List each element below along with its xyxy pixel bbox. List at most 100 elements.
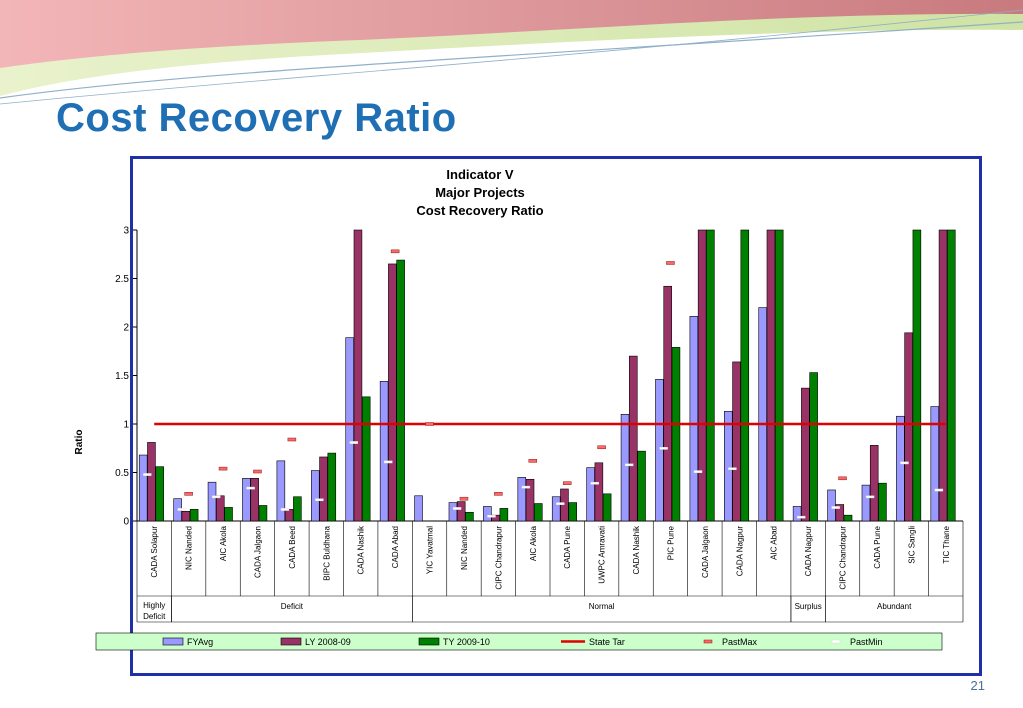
bar-ty-2009-10 [465, 511, 474, 522]
bar-fyavg [345, 337, 354, 522]
y-axis-label: Ratio [74, 430, 85, 455]
legend-label: FYAvg [187, 637, 213, 647]
pastmin-marker [728, 467, 737, 471]
bar-ty-2009-10 [224, 507, 233, 522]
bar-fyavg [586, 467, 595, 522]
bar-fyavg [242, 478, 251, 522]
bar-ty-2009-10 [258, 505, 268, 522]
bar-ly-2008-09 [663, 285, 672, 522]
legend-swatch [280, 637, 302, 646]
bar-ly-2008-09 [594, 462, 604, 522]
pastmin-marker [797, 515, 806, 519]
bar-ty-2009-10 [327, 452, 337, 522]
category-label: CADA Pune [563, 525, 572, 568]
category-label: CADA Nashik [357, 525, 366, 574]
category-label: CIPC Chandrapur [494, 526, 503, 590]
bar-fyavg [311, 470, 320, 522]
category-label: BIPC Buldhana [322, 525, 331, 580]
category-label: CADA Jalgaon [701, 526, 710, 578]
legend-swatch [418, 637, 440, 646]
group-label: Abundant [877, 602, 912, 611]
category-label: SIC Sangli [907, 526, 916, 564]
chart-title-line-1: Indicator V [446, 167, 514, 182]
bar-ly-2008-09 [181, 510, 191, 522]
bar-ly-2008-09 [388, 263, 397, 522]
bar-fyavg [861, 484, 871, 522]
bar-fyavg [276, 460, 286, 522]
chart-title: Indicator V Major Projects Cost Recovery… [416, 167, 543, 218]
pastmin-marker [384, 460, 393, 464]
bar-fyavg [138, 454, 148, 522]
group-label: Surplus [795, 602, 822, 611]
bar-fyavg [792, 506, 802, 522]
pastmin-marker [487, 514, 496, 518]
bar-ty-2009-10 [396, 259, 405, 522]
bar-ly-2008-09 [147, 442, 156, 522]
pastmax-marker [287, 437, 297, 442]
category-label: CADA Nagpur [804, 526, 813, 577]
bar-fyavg [620, 413, 630, 522]
y-tick-label: 2 [123, 323, 129, 334]
pastmax-marker [597, 445, 606, 450]
bar-ly-2008-09 [869, 445, 879, 522]
bar-ty-2009-10 [637, 450, 646, 522]
legend-label: PastMax [722, 637, 758, 647]
category-label: CADA Abad [391, 526, 400, 568]
group-label: Deficit [281, 602, 304, 611]
category-label: TIC Thane [942, 525, 951, 563]
y-tick-label: 2.5 [115, 274, 129, 285]
chart-title-line-2: Major Projects [435, 185, 525, 200]
bar-ty-2009-10 [499, 508, 509, 522]
pastmin-marker [280, 508, 290, 511]
pastmin-marker [349, 441, 359, 444]
category-label: CADA Jalgaon [253, 526, 262, 578]
bar-fyavg [827, 489, 836, 522]
y-tick-label: 1 [123, 420, 129, 431]
pastmin-marker [590, 481, 599, 485]
bar-ly-2008-09 [525, 478, 535, 522]
category-label: CADA Beed [288, 526, 297, 569]
pastmin-marker [143, 473, 152, 476]
bar-ty-2009-10 [947, 229, 956, 522]
bar-fyavg [551, 496, 561, 522]
bar-ly-2008-09 [697, 229, 707, 522]
pastmax-marker [838, 476, 847, 481]
bar-fyavg [758, 307, 767, 522]
pastmax-marker [528, 459, 538, 463]
bar-ly-2008-09 [835, 504, 845, 522]
y-tick-label: 0 [123, 517, 129, 528]
pastmax-marker [218, 466, 228, 471]
category-label: CADA Nagpur [735, 526, 744, 577]
bar-fyavg [896, 415, 905, 522]
bar-ty-2009-10 [843, 514, 853, 522]
bar-fyavg [207, 481, 217, 522]
pastmin-marker [693, 470, 703, 473]
pastmin-marker [831, 506, 840, 509]
category-label: CADA Solapur [150, 526, 159, 578]
category-label: NIC Nanded [460, 526, 469, 570]
group-label: Highly [143, 601, 165, 610]
pastmax-marker [425, 422, 434, 426]
pastmin-marker [452, 507, 462, 510]
pastmax-marker [184, 492, 193, 496]
bar-ty-2009-10 [740, 229, 750, 522]
pastmin-marker [900, 461, 909, 465]
category-label: CIPC Chandrapur [839, 526, 848, 590]
chart-title-line-3: Cost Recovery Ratio [416, 203, 543, 218]
bar-fyavg [379, 381, 389, 522]
pastmax-marker [253, 469, 262, 474]
legend-box [95, 632, 943, 651]
bar-ly-2008-09 [456, 501, 466, 522]
bar-ly-2008-09 [319, 456, 328, 522]
pastmin-marker [246, 486, 255, 490]
category-label: NIC Nanded [185, 526, 194, 570]
category-label: AIC Akola [529, 525, 538, 561]
bar-ty-2009-10 [155, 466, 164, 522]
bar-ly-2008-09 [629, 355, 638, 522]
bar-ty-2009-10 [293, 496, 302, 522]
bar-ly-2008-09 [250, 478, 259, 522]
pastmin-marker [934, 488, 944, 492]
bar-fyavg [930, 406, 940, 522]
pastmin-marker [865, 495, 875, 499]
